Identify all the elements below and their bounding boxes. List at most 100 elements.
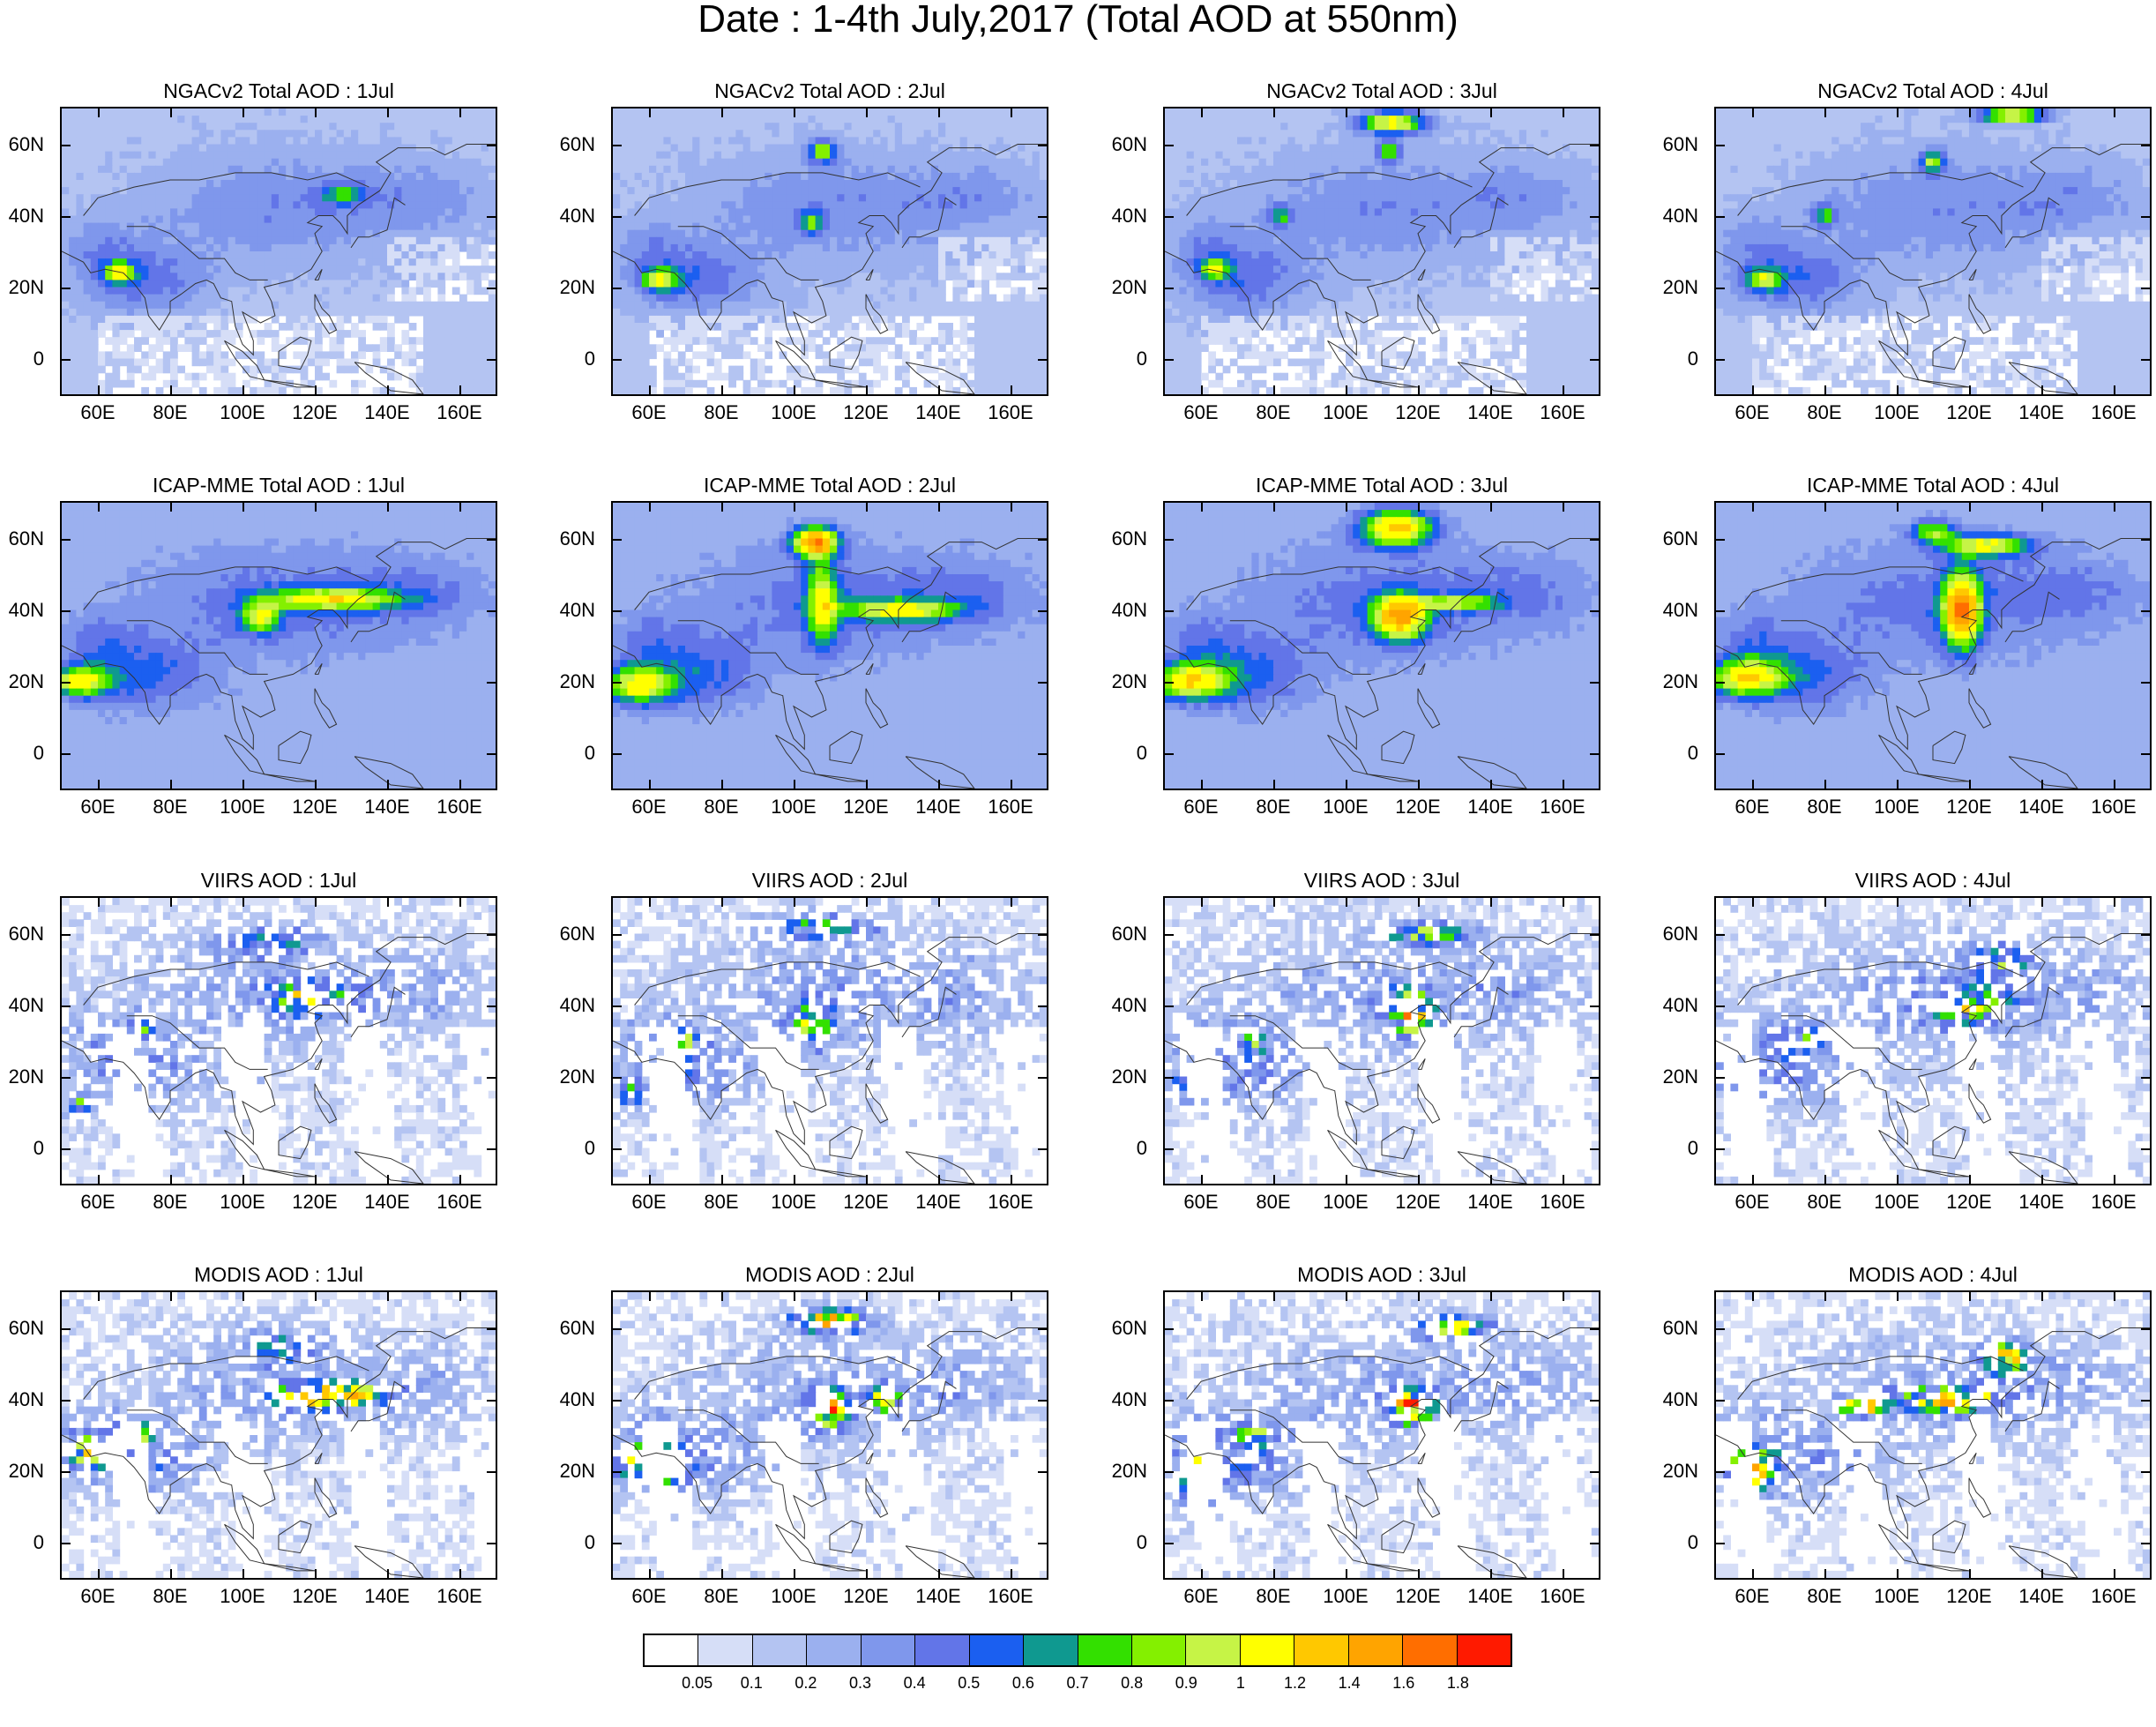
heatmap-cell (794, 265, 802, 273)
heatmap-cell (627, 273, 636, 280)
heatmap-cell (177, 130, 185, 138)
heatmap-cell (162, 379, 171, 388)
heatmap-cell (706, 358, 715, 367)
heatmap-cell (112, 236, 121, 245)
heatmap-cell (742, 273, 751, 280)
heatmap-cell (329, 323, 338, 331)
heatmap-cell (98, 365, 106, 374)
coastline (613, 144, 1047, 356)
heatmap-cell (76, 287, 85, 295)
heatmap-cell (916, 273, 925, 280)
heatmap-cell (794, 236, 802, 245)
heatmap-cell (866, 280, 874, 288)
heatmap-cell (444, 222, 453, 231)
heatmap-cell (307, 172, 316, 181)
heatmap-cell (858, 130, 867, 138)
heatmap-cell (1577, 137, 1585, 146)
heatmap-cell (1229, 108, 1238, 116)
heatmap-cell (1548, 137, 1556, 146)
heatmap-cell (213, 215, 221, 224)
heatmap-cell (786, 208, 795, 217)
heatmap-cell (952, 194, 961, 202)
heatmap-cell (887, 351, 896, 360)
heatmap-cell (685, 194, 693, 202)
heatmap-cell (1454, 130, 1462, 138)
heatmap-cell (699, 351, 708, 360)
heatmap-cell (750, 273, 758, 280)
heatmap-cell (1172, 123, 1180, 131)
heatmap-cell (851, 123, 860, 131)
heatmap-cell (1396, 158, 1405, 167)
heatmap-cell (394, 123, 402, 131)
heatmap-cell (649, 315, 657, 324)
heatmap-cell (170, 144, 178, 153)
heatmap-cell (105, 315, 113, 324)
heatmap-cell (959, 251, 968, 259)
heatmap-cell (822, 215, 831, 224)
heatmap-cell (300, 194, 309, 202)
heatmap-cell (264, 365, 272, 374)
heatmap-cell (685, 158, 693, 167)
heatmap-cell (307, 201, 316, 209)
heatmap-cell (765, 301, 772, 310)
heatmap-cell (1018, 301, 1026, 310)
heatmap-cell (1302, 123, 1310, 131)
heatmap-cell (1032, 386, 1041, 394)
heatmap-cell (613, 358, 621, 367)
heatmap-cell (459, 351, 467, 360)
heatmap-cell (141, 323, 149, 331)
heatmap-cell (945, 151, 953, 160)
heatmap-cell (1193, 130, 1202, 138)
heatmap-cell (721, 337, 729, 345)
heatmap-cell (981, 386, 989, 394)
heatmap-cell (264, 358, 272, 367)
heatmap-cell (830, 365, 838, 374)
heatmap-cell (670, 330, 679, 338)
heatmap-cell (1039, 365, 1047, 374)
heatmap-cell (866, 116, 874, 123)
x-tick-mark (721, 108, 723, 117)
heatmap-cell (1324, 116, 1332, 123)
heatmap-cell (430, 130, 438, 138)
heatmap-cell (894, 258, 903, 266)
heatmap-cell (415, 187, 424, 195)
heatmap-cell (379, 123, 388, 131)
heatmap-cell (815, 258, 824, 266)
heatmap-cell (894, 251, 903, 259)
heatmap-cell (1418, 116, 1426, 123)
heatmap-cell (105, 301, 113, 310)
heatmap-cell (620, 330, 628, 338)
heatmap-cell (952, 294, 961, 303)
heatmap-cell (1172, 165, 1180, 174)
heatmap-cell (481, 208, 489, 217)
heatmap-cell (1208, 165, 1216, 174)
heatmap-cell (728, 144, 736, 153)
heatmap-cell (401, 229, 410, 238)
heatmap-cell (90, 287, 99, 295)
heatmap-cell (365, 243, 374, 252)
heatmap-cell (90, 222, 99, 231)
heatmap-cell (1018, 308, 1026, 317)
heatmap-cell (735, 201, 744, 209)
heatmap-cell (1526, 137, 1534, 146)
heatmap-cell (735, 330, 744, 338)
heatmap-cell (213, 323, 221, 331)
heatmap-cell (242, 194, 250, 202)
heatmap-cell (966, 243, 975, 252)
heatmap-cell (206, 308, 214, 317)
heatmap-cell (474, 123, 482, 131)
heatmap-cell (945, 187, 953, 195)
heatmap-cell (1011, 265, 1018, 273)
heatmap-cell (1025, 144, 1033, 153)
heatmap-cell (1287, 108, 1296, 116)
heatmap-cell (279, 258, 287, 266)
heatmap-cell (358, 187, 366, 195)
heatmap-cell (713, 301, 722, 310)
heatmap-cell (451, 151, 460, 160)
heatmap-cell (451, 308, 460, 317)
heatmap-cell (1025, 301, 1033, 310)
heatmap-cell (213, 151, 221, 160)
heatmap-cell (981, 116, 989, 123)
heatmap-cell (466, 222, 474, 231)
heatmap-cell (902, 215, 910, 224)
